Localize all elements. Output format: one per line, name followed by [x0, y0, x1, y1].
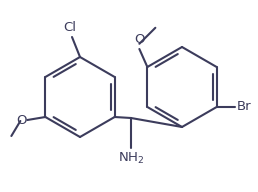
Text: O: O — [16, 114, 26, 127]
Text: Br: Br — [237, 100, 251, 113]
Text: Cl: Cl — [63, 21, 77, 34]
Text: O: O — [134, 33, 144, 46]
Text: NH$_2$: NH$_2$ — [118, 151, 144, 166]
